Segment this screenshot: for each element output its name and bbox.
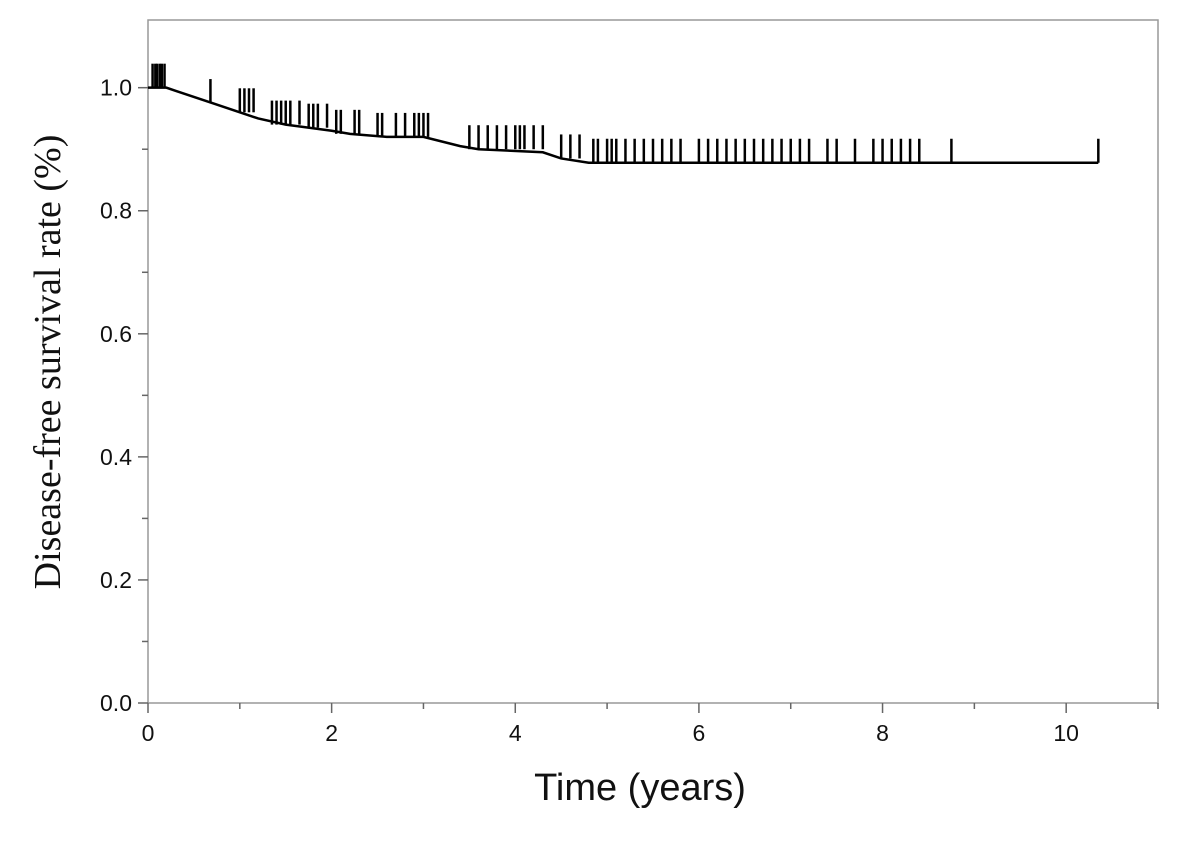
y-tick-label: 1.0 <box>100 75 132 101</box>
y-tick-label: 0.2 <box>100 567 132 593</box>
y-tick-label: 0.0 <box>100 690 132 716</box>
x-tick-label: 8 <box>876 720 889 746</box>
survival-curve <box>148 86 1099 165</box>
plot-frame <box>147 19 1159 704</box>
y-tick-label: 0.8 <box>100 198 132 224</box>
y-axis-label: Disease-free survival rate (%) <box>27 135 69 590</box>
x-tick-label: 2 <box>325 720 338 746</box>
x-tick-label: 4 <box>509 720 522 746</box>
x-tick-label: 10 <box>1053 720 1079 746</box>
y-tick-label: 0.6 <box>100 321 132 347</box>
x-axis-label: Time (years) <box>534 767 746 809</box>
x-tick-label: 6 <box>693 720 706 746</box>
y-tick-label: 0.4 <box>100 444 132 470</box>
x-tick-label: 0 <box>142 720 155 746</box>
